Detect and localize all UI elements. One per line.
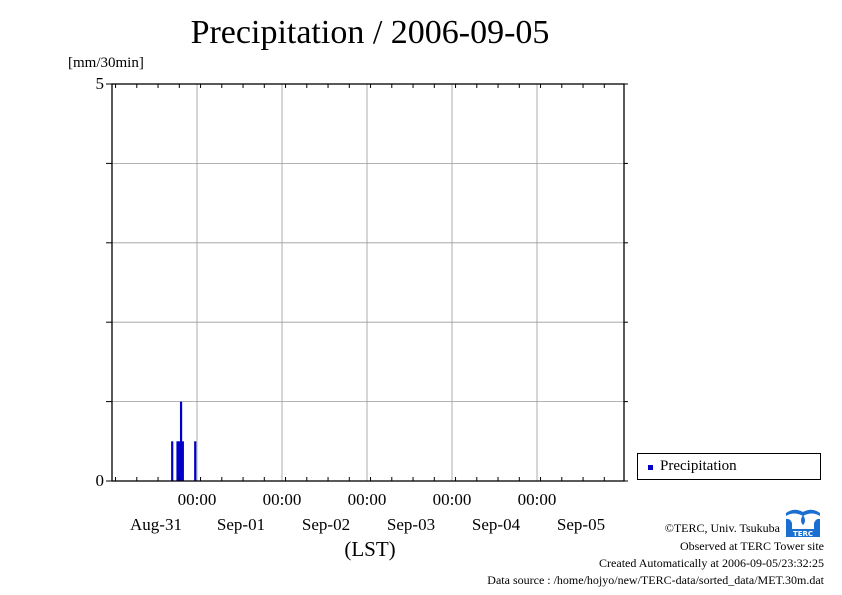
x-tick-time: 00:00 — [262, 490, 302, 509]
credit-source: Data source : /home/hojyo/new/TERC-data/… — [487, 573, 824, 587]
legend-label: Precipitation — [660, 458, 737, 474]
x-tick-time: 00:00 — [177, 490, 217, 509]
precipitation-bar — [171, 441, 174, 481]
x-tick-date: Sep-01 — [216, 515, 266, 534]
precipitation-bar — [178, 441, 181, 481]
x-tick-time: 00:00 — [432, 490, 472, 509]
x-axis-label: (LST) — [344, 537, 396, 561]
y-tick-label-max: 5 — [95, 74, 105, 93]
x-tick-date: Sep-02 — [301, 515, 351, 534]
y-unit-label: [mm/30min] — [68, 55, 144, 71]
y-tick-label-zero: 0 — [95, 471, 105, 490]
legend: Precipitation — [637, 453, 821, 480]
x-tick-time: 00:00 — [347, 490, 387, 509]
x-tick-time: 00:00 — [517, 490, 557, 509]
x-tick-date: Sep-03 — [386, 515, 436, 534]
precipitation-bar — [194, 441, 197, 481]
credit-created: Created Automatically at 2006-09-05/23:3… — [599, 556, 824, 570]
logo-lettering: TERC — [793, 530, 813, 537]
precipitation-bar — [181, 441, 184, 481]
x-tick-date: Sep-04 — [471, 515, 521, 534]
x-tick-date: Sep-05 — [556, 515, 606, 534]
chart-title: Precipitation / 2006-09-05 — [190, 14, 550, 51]
precipitation-bar — [176, 441, 179, 481]
plot-frame — [111, 83, 625, 482]
credit-copyright: ©TERC, Univ. Tsukuba — [664, 521, 780, 535]
x-tick-date: Aug-31 — [130, 515, 182, 534]
credit-site: Observed at TERC Tower site — [679, 539, 824, 553]
terc-logo-icon: TERC — [784, 503, 822, 537]
precipitation-bar — [179, 401, 183, 481]
legend-swatch — [648, 465, 653, 470]
